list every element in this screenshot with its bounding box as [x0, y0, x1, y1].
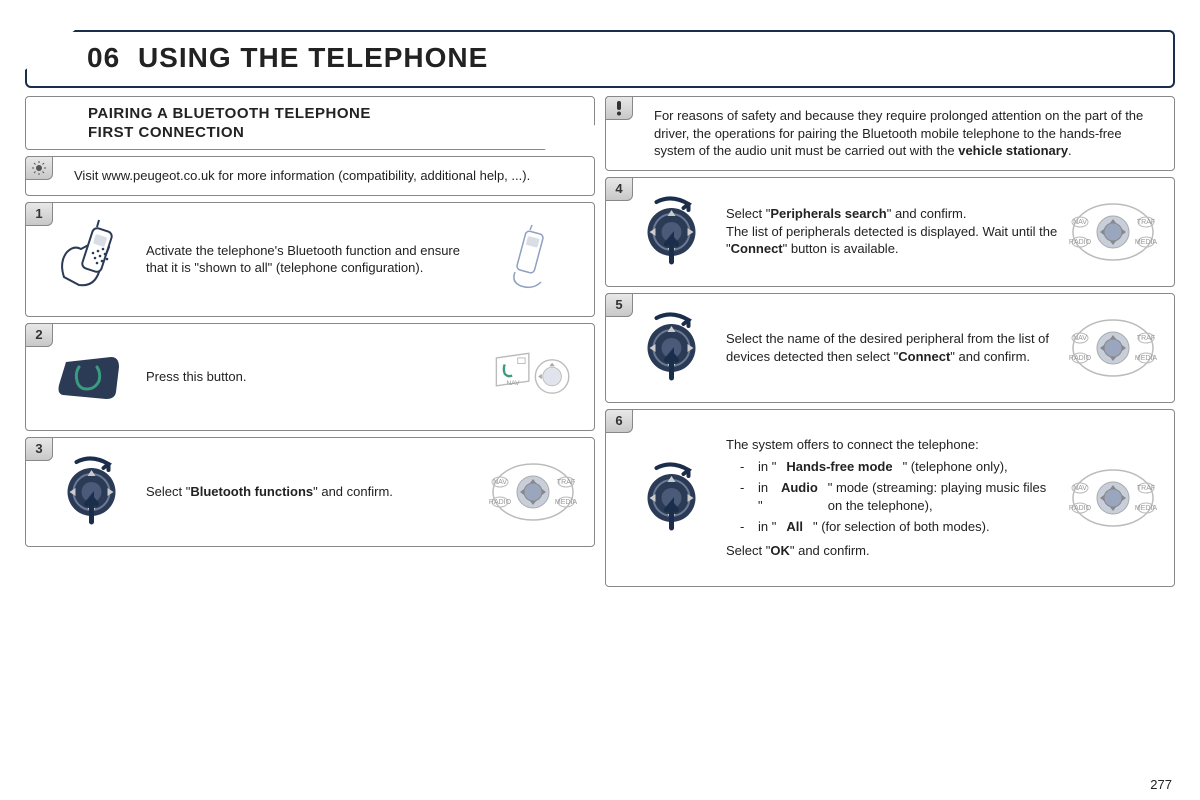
- step-2: 2 Press this button. NAV: [25, 323, 595, 431]
- page-title-box: 06 USING THE TELEPHONE: [25, 30, 1175, 88]
- step-number: 5: [605, 293, 633, 317]
- phone-button-icon: [46, 347, 136, 407]
- warning-panel: For reasons of safety and because they r…: [605, 96, 1175, 171]
- step-text: Activate the telephone's Bluetooth funct…: [146, 242, 478, 277]
- section-number: 06: [87, 42, 120, 73]
- step-number: 4: [605, 177, 633, 201]
- step-number: 6: [605, 409, 633, 433]
- page-number: 277: [1150, 777, 1172, 792]
- step-text: Select "Bluetooth functions" and confirm…: [146, 483, 478, 501]
- phone-in-hand-icon: [46, 217, 136, 302]
- step-number: 2: [25, 323, 53, 347]
- step-number: 1: [25, 202, 53, 226]
- dial-knob-icon: [626, 458, 716, 538]
- tip-icon: [25, 156, 53, 180]
- step-text: Press this button.: [146, 368, 478, 386]
- step-number: 3: [25, 437, 53, 461]
- warning-text: For reasons of safety and because they r…: [618, 105, 1162, 162]
- step-text: Select the name of the desired periphera…: [726, 330, 1058, 365]
- warning-icon: [605, 96, 633, 120]
- section-title: USING THE TELEPHONE: [138, 42, 488, 73]
- subheading-line2: FIRST CONNECTION: [38, 124, 582, 141]
- subheading-line1: PAIRING A BLUETOOTH TELEPHONE: [38, 105, 582, 122]
- dial-knob-icon: [46, 452, 136, 532]
- console-thumb-icon: [1068, 197, 1158, 267]
- console-thumb-icon: [1068, 313, 1158, 383]
- right-column: For reasons of safety and because they r…: [605, 96, 1175, 587]
- dial-knob-icon: [626, 308, 716, 388]
- tip-text: Visit www.peugeot.co.uk for more informa…: [38, 165, 582, 187]
- step-6: 6 The system offers to connect the telep…: [605, 409, 1175, 587]
- step-text: The system offers to connect the telepho…: [726, 436, 1058, 559]
- step-text: Select "Peripherals search" and confirm.…: [726, 205, 1058, 258]
- console-phone-thumb-icon: NAV: [488, 344, 578, 409]
- step-5: 5 Select the name of the desired periphe…: [605, 293, 1175, 403]
- step-1: 1 Activate the telephone's Bluetooth fun…: [25, 202, 595, 317]
- phone-thumb-icon: [488, 224, 578, 294]
- tip-panel: Visit www.peugeot.co.uk for more informa…: [25, 156, 595, 196]
- left-column: PAIRING A BLUETOOTH TELEPHONE FIRST CONN…: [25, 96, 595, 587]
- step-3: 3 Select "Bluetooth functions" and confi…: [25, 437, 595, 547]
- step-4: 4 Select "Peripherals search" and confir…: [605, 177, 1175, 287]
- console-thumb-icon: [488, 457, 578, 527]
- svg-text:NAV: NAV: [506, 380, 520, 387]
- subheading-panel: PAIRING A BLUETOOTH TELEPHONE FIRST CONN…: [25, 96, 595, 150]
- dial-knob-icon: [626, 192, 716, 272]
- console-thumb-icon: [1068, 463, 1158, 533]
